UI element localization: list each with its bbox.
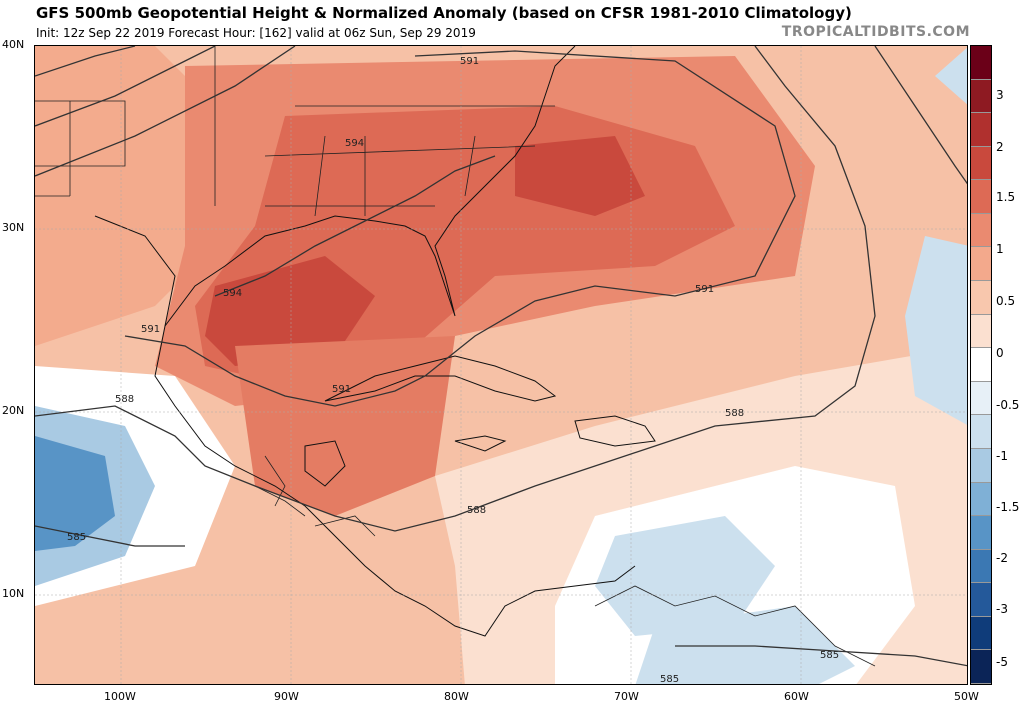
- colorbar-label: -1: [996, 449, 1008, 463]
- negative-anomaly: [905, 236, 967, 425]
- map-subtitle: Init: 12z Sep 22 2019 Forecast Hour: [16…: [36, 26, 476, 40]
- colorbar-segment: [971, 348, 991, 382]
- lon-label: 50W: [954, 690, 979, 703]
- colorbar-segment: [971, 180, 991, 214]
- lat-label: 20N: [2, 404, 25, 417]
- colorbar-label: -2: [996, 551, 1008, 565]
- contour-labels: 591 594 594 591 591 591 588 588 588 585 …: [67, 56, 839, 685]
- height-contours: [35, 46, 967, 667]
- negative-anomaly: [595, 516, 775, 636]
- map-title: GFS 500mb Geopotential Height & Normaliz…: [36, 4, 852, 22]
- colorbar-label: 2: [996, 140, 1004, 154]
- lat-label: 40N: [2, 38, 25, 51]
- lon-label: 60W: [784, 690, 809, 703]
- contour-label: 588: [467, 505, 486, 516]
- anomaly-map: 591 594 594 591 591 591 588 588 588 585 …: [34, 45, 968, 685]
- lat-label: 30N: [2, 221, 25, 234]
- colorbar-label: 3: [996, 88, 1004, 102]
- lon-label: 80W: [444, 690, 469, 703]
- negative-anomaly: [635, 606, 855, 684]
- lon-label: 70W: [614, 690, 639, 703]
- colorbar-segment: [971, 381, 991, 416]
- contour-label: 585: [67, 532, 86, 543]
- brand-watermark: TROPICALTIDBITS.COM: [781, 24, 970, 40]
- colorbar-segment: [971, 146, 991, 181]
- political-borders: [35, 46, 876, 667]
- contour-label: 585: [660, 674, 679, 685]
- contour-label: 591: [460, 56, 479, 67]
- negative-anomaly: [935, 47, 967, 105]
- anomaly-region: [235, 336, 455, 516]
- negative-anomaly: [35, 436, 115, 551]
- map-canvas: 591 594 594 591 591 591 588 588 588 585 …: [35, 46, 967, 685]
- contour-label: 594: [223, 288, 242, 299]
- colorbar-segment: [971, 516, 991, 550]
- colorbar-segment: [971, 113, 991, 147]
- colorbar-segment: [971, 448, 991, 483]
- lat-label: 10N: [2, 587, 25, 600]
- colorbar-segment: [971, 314, 991, 349]
- colorbar-label: 1.5: [996, 190, 1016, 204]
- colorbar-segment: [971, 549, 991, 584]
- colorbar-segment: [971, 650, 991, 684]
- lon-label: 100W: [104, 690, 136, 703]
- contour-label: 588: [115, 394, 134, 405]
- colorbar-segment: [971, 213, 991, 248]
- lon-label: 90W: [274, 690, 299, 703]
- contour-label: 591: [332, 384, 351, 395]
- colorbar-label: 0: [996, 346, 1004, 360]
- colorbar-label: 0.5: [996, 294, 1016, 308]
- contour-label: 591: [695, 284, 714, 295]
- colorbar-segment: [971, 247, 991, 282]
- colorbar-segment: [971, 281, 991, 315]
- colorbar-label: -1.5: [996, 500, 1020, 514]
- contour-label: 591: [141, 324, 160, 335]
- colorbar-segment: [971, 415, 991, 449]
- colorbar-segment: [971, 482, 991, 517]
- contour-label: 588: [725, 408, 744, 419]
- colorbar-segment: [971, 616, 991, 651]
- anomaly-colorbar: [970, 45, 992, 685]
- contour-label: 585: [820, 650, 839, 661]
- colorbar-segment: [971, 46, 991, 80]
- colorbar-label: -5: [996, 655, 1008, 669]
- graticule: [35, 46, 967, 684]
- anomaly-region: [515, 136, 645, 216]
- colorbar-segment: [971, 583, 991, 617]
- colorbar-segment: [971, 79, 991, 114]
- contour-label: 594: [345, 138, 364, 149]
- colorbar-label: -3: [996, 602, 1008, 616]
- colorbar-label: -0.5: [996, 398, 1020, 412]
- colorbar-label: 1: [996, 242, 1004, 256]
